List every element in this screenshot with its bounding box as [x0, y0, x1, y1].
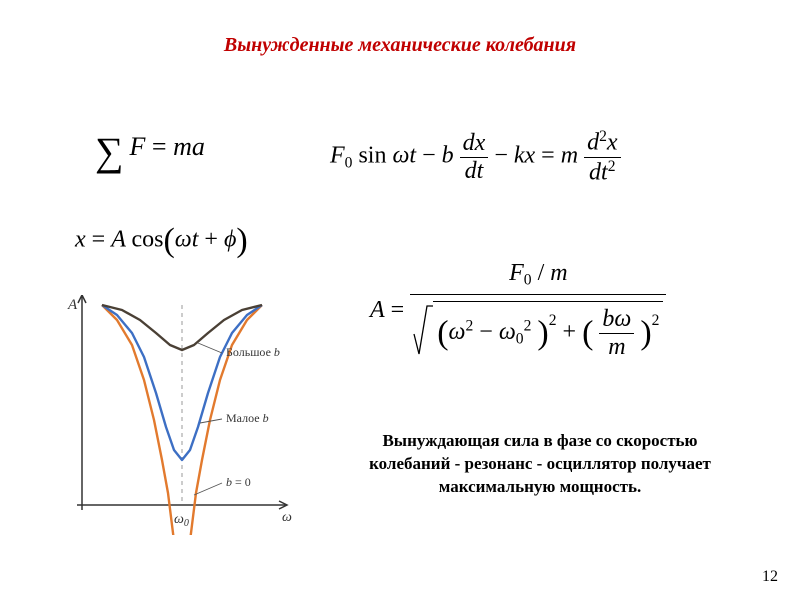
- y-axis-label: A: [67, 297, 78, 313]
- chart-label-1: Малое b: [226, 411, 269, 426]
- resonance-chart: A ω ω0 b = 0 Малое b Большое b: [62, 295, 302, 535]
- equation-amplitude: A = F0 / m (ω2 − ω02 )2 + ( bωm )2: [370, 260, 666, 363]
- equation-solution: x = A cos(ωt + ϕ): [75, 222, 248, 260]
- chart-label-0: b = 0: [226, 475, 251, 490]
- caption-text: Вынуждающая сила в фазе со скоростью кол…: [340, 430, 740, 499]
- equation-newton: ∑F = ma: [95, 128, 205, 175]
- equation-motion: F0 sin ωt − b dxdt − kx = m d2xdt2: [330, 128, 621, 186]
- chart-label-2: Большое b: [226, 345, 280, 360]
- page-number: 12: [762, 568, 778, 586]
- x-axis-label: ω: [282, 510, 292, 525]
- omega0-label: ω0: [174, 512, 189, 529]
- slide-title: Вынужденные механические колебания: [0, 34, 800, 57]
- slide: Вынужденные механические колебания ∑F = …: [0, 0, 800, 600]
